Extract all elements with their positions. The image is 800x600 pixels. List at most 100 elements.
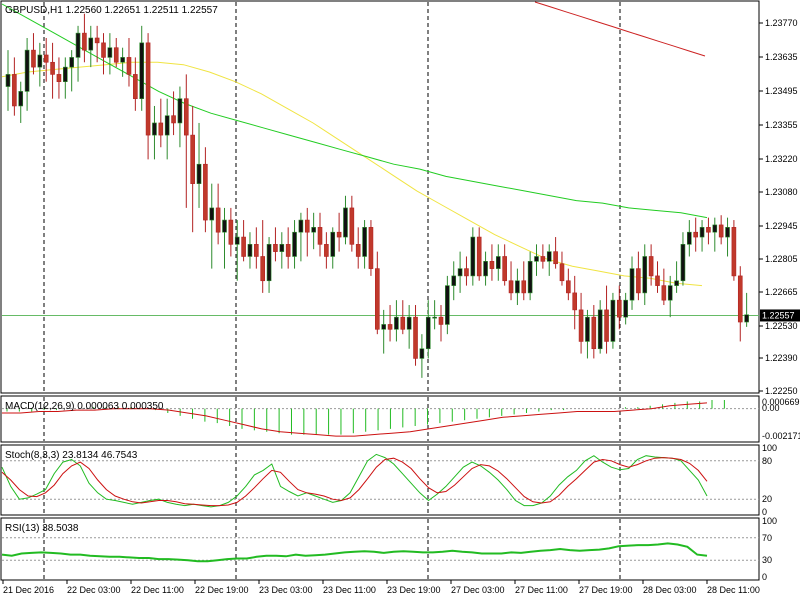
candle-bull — [63, 66, 68, 82]
candle-bull — [585, 316, 590, 342]
current-price-label: 1.22557 — [762, 310, 795, 320]
candle-bear — [158, 122, 164, 136]
candle-bull — [234, 236, 240, 245]
candle-bear — [190, 134, 195, 184]
candle-bear — [706, 227, 711, 233]
candle-bull — [406, 316, 412, 330]
candle-bull — [610, 299, 616, 342]
candle-bull — [744, 314, 749, 323]
candle-bull — [5, 74, 11, 87]
x-tick-label: 23 Dec 03:00 — [259, 585, 313, 595]
stoch-pane[interactable] — [1, 453, 759, 508]
stoch-tick-label: 0 — [762, 507, 767, 517]
candle-bull — [546, 251, 552, 262]
candle-bull — [419, 348, 425, 359]
candle-bull — [623, 299, 628, 318]
candle-bear — [616, 299, 622, 318]
candle-bear — [56, 74, 62, 82]
candle-bear — [368, 227, 374, 269]
price-tick-label: 1.23080 — [765, 187, 798, 197]
x-tick-label: 22 Dec 11:00 — [131, 585, 184, 595]
ma-mid-line — [1, 3, 708, 219]
rsi-tick-label: 30 — [762, 555, 772, 565]
price-tick-label: 1.22945 — [765, 221, 798, 231]
candle-bear — [540, 256, 546, 262]
candle-bear — [559, 263, 565, 282]
candle-bear — [50, 61, 55, 75]
candle-bear — [737, 275, 743, 323]
stoch-main-line — [1, 453, 708, 508]
candle-bear — [133, 74, 138, 99]
macd-pane[interactable] — [2, 399, 759, 437]
price-tick-label: 1.22805 — [765, 254, 798, 264]
candle-bear — [304, 219, 310, 233]
candle-bull — [164, 115, 170, 136]
rsi-title: RSI(13) 38.5038 — [5, 523, 79, 534]
rsi-tick-label: 70 — [762, 533, 772, 543]
candle-bear — [349, 207, 355, 245]
price-tick-label: 1.23635 — [765, 52, 798, 62]
candle-bear — [317, 227, 323, 245]
price-pane[interactable]: 1.22557 — [1, 1, 800, 378]
candle-bear — [489, 261, 495, 269]
candle-bear — [553, 251, 558, 265]
price-tick-label: 1.22390 — [765, 353, 798, 363]
ma-slow-line — [534, 1, 706, 57]
candle-bear — [113, 47, 119, 63]
candle-bull — [152, 122, 157, 136]
candle-bull — [515, 280, 520, 294]
candle-bull — [24, 49, 30, 92]
candle-bull — [534, 256, 539, 262]
candle-bear — [508, 280, 514, 294]
candle-bull — [107, 47, 113, 58]
stoch-tick-label: 20 — [762, 494, 772, 504]
candle-bull — [674, 280, 679, 286]
stoch-tick-label: 100 — [762, 443, 777, 453]
candle-bull — [495, 256, 501, 269]
macd-tick-label: -0.002171 — [762, 431, 800, 441]
candle-bull — [687, 231, 692, 245]
candle-bear — [387, 324, 393, 330]
candle-bull — [247, 244, 253, 257]
price-tick-label: 1.23495 — [765, 86, 798, 96]
x-tick-label: 27 Dec 19:00 — [579, 585, 633, 595]
candle-bull — [209, 207, 215, 221]
candle-bull — [483, 261, 488, 277]
candle-bear — [464, 268, 469, 277]
candle-bear — [591, 316, 597, 350]
candle-bear — [82, 32, 87, 51]
price-tick-label: 1.23220 — [765, 154, 798, 164]
candle-bull — [425, 316, 431, 350]
candle-bull — [629, 268, 635, 301]
macd-pane-frame — [0, 395, 760, 443]
candle-bull — [177, 98, 183, 124]
axis-labels: 21 Dec 2016 22 Dec 03:00 22 Dec 11:00 22 De… — [2, 18, 800, 595]
candle-bear — [578, 309, 584, 342]
candle-bear — [126, 57, 132, 75]
candle-bear — [94, 37, 100, 44]
candle-bull — [343, 207, 348, 238]
price-chart-title: GBPUSD,H1 1.22560 1.22651 1.22511 1.2255… — [5, 5, 218, 16]
candle-bear — [254, 244, 259, 257]
candle-bear — [355, 244, 361, 257]
rsi-pane[interactable] — [1, 537, 759, 563]
price-tick-label: 1.22530 — [765, 321, 798, 331]
rsi-tick-label: 100 — [762, 516, 777, 526]
rsi-line — [1, 542, 708, 563]
candle-bull — [75, 32, 81, 58]
x-tick-label: 22 Dec 03:00 — [67, 585, 121, 595]
candle-bull — [445, 285, 450, 325]
candle-bear — [655, 275, 660, 286]
candle-bull — [470, 236, 476, 277]
price-tick-label: 1.23770 — [765, 18, 798, 28]
candle-bear — [648, 256, 654, 277]
x-tick-label: 23 Dec 19:00 — [387, 585, 441, 595]
candle-bull — [330, 231, 336, 257]
candle-bull — [451, 275, 457, 286]
candle-bear — [215, 207, 221, 233]
candle-bear — [241, 236, 246, 257]
rsi-pane-frame — [0, 517, 760, 581]
candle-bear — [572, 292, 578, 311]
candle-bull — [37, 54, 43, 68]
